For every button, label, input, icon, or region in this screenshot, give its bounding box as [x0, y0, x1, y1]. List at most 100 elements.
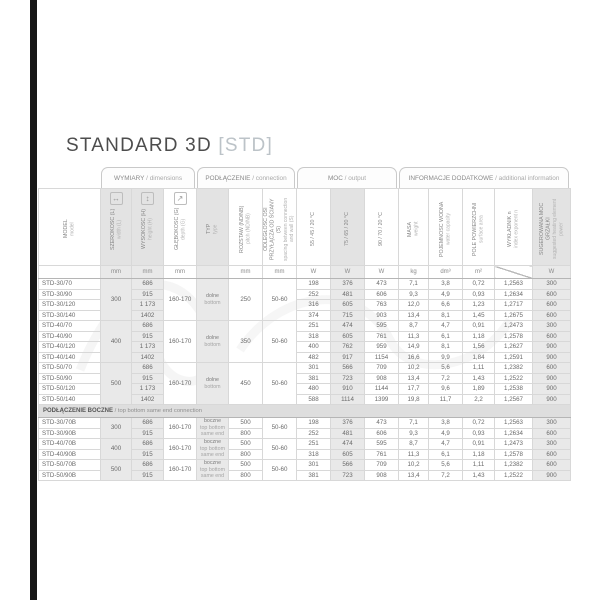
header-rotated-wrap: WYKŁADNIK n index exponent n: [507, 189, 520, 265]
header-cell-content: ODLEGŁOŚĆ OSI PRZYŁĄCZA OD ŚCIANY (S) spa…: [263, 189, 296, 265]
cell-width: 400: [100, 320, 132, 363]
cell-height: 915: [131, 469, 164, 481]
group-tab-sublabel: additional information: [493, 175, 560, 182]
cell-wall: 50-60: [262, 459, 297, 481]
cell-wall: 50-60: [262, 320, 297, 363]
header-label-en: type: [212, 224, 219, 234]
cell-p55: 251: [296, 438, 331, 450]
cell-pitch: 800: [228, 469, 263, 481]
cell-area: 1,43: [462, 469, 495, 481]
cell-height: 1402: [131, 393, 164, 405]
group-tab-label: MOC: [327, 174, 343, 182]
cell-heater: 300: [532, 278, 571, 290]
header-rotated-text: WYKŁADNIK n index exponent n: [507, 195, 520, 263]
cell-exp: 1,2634: [494, 288, 533, 300]
cell-mass: 8,7: [398, 438, 429, 450]
cell-depth: 160-170: [163, 278, 197, 321]
cell-p75: 723: [330, 469, 365, 481]
header-label-pl: 90 / 70 / 20 °C: [378, 212, 385, 246]
cell-mass: 14,9: [398, 341, 429, 353]
cell-mass: 8,7: [398, 320, 429, 332]
column-header-water: POJEMNOŚĆ WODNA water capacity: [428, 188, 463, 266]
header-label-pl: 75 / 65 / 20 °C: [344, 212, 351, 246]
spec-table: MODEL model ↔ SZEROKOŚĆ (L) width (L) ↕ WYSOKO…: [38, 188, 571, 481]
cell-wall: 50-60: [262, 417, 297, 439]
cell-area: 0,91: [462, 320, 495, 332]
header-rotated-text: POJEMNOŚĆ WODNA water capacity: [439, 195, 452, 263]
header-cell-content: POJEMNOŚĆ WODNA water capacity: [429, 189, 462, 265]
cell-water: 3,8: [428, 417, 463, 429]
cell-pitch: 500: [228, 438, 263, 450]
column-header-p55: 55 / 45 / 20 °C: [296, 188, 331, 266]
cell-pitch: 250: [228, 278, 263, 321]
cell-model: STD-40/140: [38, 351, 101, 363]
section-header-pl: PODŁĄCZENIE BOCZNE: [43, 408, 114, 414]
cell-type: boczne top bottom same end: [196, 459, 229, 481]
unit-model: [38, 265, 101, 279]
cell-mass: 13,4: [398, 372, 429, 384]
cell-p55: 318: [296, 330, 331, 342]
header-label-pl: SUGEROWANA MOC GRZAŁKI: [538, 202, 552, 256]
cell-height: 1 173: [131, 383, 164, 395]
cell-depth: 160-170: [163, 320, 197, 363]
header-cell-content: TYP type: [197, 189, 228, 265]
cell-exp: 1,2522: [494, 372, 533, 384]
cell-water: 3,8: [428, 278, 463, 290]
header-cell-content: MODEL model: [39, 189, 100, 265]
cell-area: 1,56: [462, 341, 495, 353]
cell-p55: 198: [296, 417, 331, 429]
header-label-en: suggested heating element power: [551, 198, 565, 260]
header-rotated-wrap: WYSOKOŚĆ (H) height (H): [141, 206, 154, 265]
cell-p90: 595: [364, 320, 399, 332]
cell-p90: 1399: [364, 393, 399, 405]
type-line: same end: [200, 431, 225, 438]
table-row: STD-30/140 1402 374 715 903 13,4 8,1 1,45 1,2675…: [38, 309, 571, 321]
header-label-en: water capacity: [445, 213, 452, 245]
cell-heater: 300: [532, 438, 571, 450]
height-arrow-icon: ↕: [141, 192, 154, 205]
cell-area: 2,2: [462, 393, 495, 405]
cell-p90: 908: [364, 469, 399, 481]
header-cell-content: WYKŁADNIK n index exponent n: [495, 189, 532, 265]
header-rotated-text: SZEROKOŚĆ (L) width (L): [110, 206, 123, 263]
cell-p90: 761: [364, 448, 399, 460]
cell-p55: 318: [296, 448, 331, 460]
cell-model: STD-30/120: [38, 299, 101, 311]
header-rotated-text: MODEL model: [63, 195, 76, 263]
cell-p75: 376: [330, 278, 365, 290]
table-row: STD-50/90B 915 800 381 723 908 13,4 7,2 1,43 1,25…: [38, 469, 571, 481]
cell-height: 686: [131, 278, 164, 290]
unit-width: mm: [100, 265, 132, 279]
cell-model: STD-40/90B: [38, 448, 101, 460]
column-header-exp: WYKŁADNIK n index exponent n: [494, 188, 533, 266]
column-header-width: ↔ SZEROKOŚĆ (L) width (L): [100, 188, 132, 266]
header-label-pl: POLE POWIERZCHNI: [472, 202, 479, 256]
cell-model: STD-30/140: [38, 309, 101, 321]
cell-pitch: 500: [228, 459, 263, 471]
cell-p90: 473: [364, 417, 399, 429]
type-line: top bottom: [199, 445, 226, 452]
cell-exp: 1,2634: [494, 427, 533, 439]
cell-p90: 709: [364, 362, 399, 374]
header-label-en: weight: [413, 221, 420, 237]
cell-p90: 903: [364, 309, 399, 321]
cell-area: 1,11: [462, 362, 495, 374]
header-label-en: height (H): [147, 218, 154, 240]
column-header-model: MODEL model: [38, 188, 101, 266]
cell-water: 9,9: [428, 351, 463, 363]
type-line: dolne: [206, 293, 219, 300]
header-rotated-text: SUGEROWANA MOC GRZAŁKI suggested heating …: [539, 195, 565, 263]
cell-exp: 1,2473: [494, 320, 533, 332]
unit-heater: W: [532, 265, 571, 279]
header-rotated-text: TYP type: [206, 195, 219, 263]
cell-mass: 11,3: [398, 448, 429, 460]
cell-mass: 7,1: [398, 417, 429, 429]
cell-wall: 50-60: [262, 278, 297, 321]
cell-exp: 1,2578: [494, 330, 533, 342]
cell-height: 1402: [131, 309, 164, 321]
cell-p90: 1144: [364, 383, 399, 395]
cell-water: 6,1: [428, 448, 463, 460]
cell-water: 6,6: [428, 299, 463, 311]
group-tab-dimensions: WYMIARYdimensions: [101, 167, 195, 188]
table-row: STD-30/70B 300 686 160-170 boczne top bottom s…: [38, 417, 571, 439]
